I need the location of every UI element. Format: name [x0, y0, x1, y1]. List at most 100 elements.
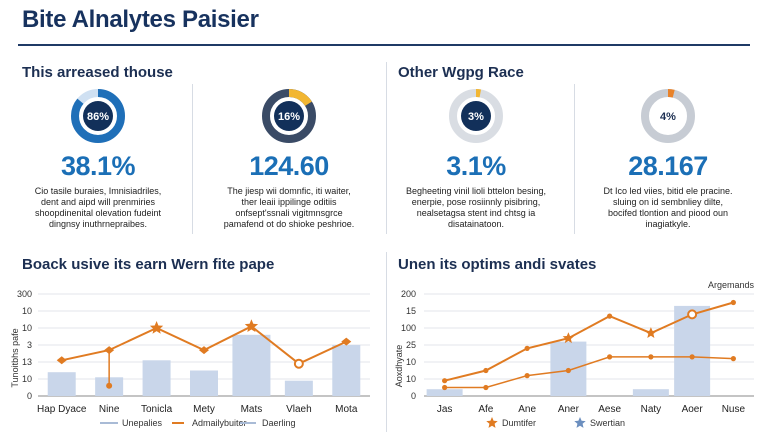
point-marker [689, 354, 695, 360]
point-marker [565, 367, 571, 374]
desc-line: onfsept'ssnali vigitmnsgrce [235, 208, 343, 218]
point-marker [442, 384, 448, 391]
y-tick-label: 25 [406, 340, 416, 350]
series-line [444, 301, 734, 382]
point-marker [607, 313, 613, 319]
point-marker [483, 384, 489, 391]
chart-1-heading: Boack usive its earn Wern fite pape [22, 256, 275, 273]
legend-swatch [574, 417, 586, 428]
x-category-label: Mats [241, 404, 263, 415]
kpi-value: 38.1% [60, 151, 136, 181]
desc-line: Begheeting vinil lioli bttelon besing, [405, 186, 547, 196]
y-tick-label: 10 [22, 374, 32, 384]
bar [190, 370, 218, 396]
kpi-ring-1: 86% [71, 89, 125, 143]
x-category-label: Nine [99, 404, 120, 415]
desc-line: dent and aipd will prenmiries [40, 197, 156, 207]
divider [574, 84, 575, 234]
kpi-ring-2: 16% [262, 89, 316, 143]
chart-1: 300 10 10 3 13 10 0 Hap Dyace Nine Tonicla Mety Ma… [10, 289, 370, 428]
kpi-value: 3.1% [446, 151, 506, 181]
legend-swatch [486, 417, 498, 428]
y-tick-label: 10 [22, 323, 32, 333]
x-category-label: Jas [437, 404, 453, 415]
desc-line: enerpie, pose rosiinnly pisibring, [411, 197, 541, 207]
desc-line: inagiatkyle. [645, 219, 691, 229]
kpi-card-1: 86% 38.1% Cio tasile buraies, Imnisiadri… [18, 88, 178, 230]
point-marker [483, 367, 489, 374]
desc-line: disatainatoon. [447, 219, 505, 229]
desc-line: shoopdinenital olevation fudeint [34, 208, 162, 218]
ring-center [274, 101, 304, 131]
desc-line: nealsetagsa stent ind chtsg ia [416, 208, 536, 218]
desc-line: dingnsy inuthrnepraibes. [48, 219, 148, 229]
legend-label: Unepalies [122, 418, 163, 428]
kpi-ring-4: 4% [641, 89, 695, 143]
y-tick-label: 100 [401, 323, 416, 333]
star-marker [244, 319, 259, 332]
min-marker [106, 382, 113, 389]
y-tick-label: 0 [27, 391, 32, 401]
point-marker [293, 358, 304, 369]
point-marker [199, 346, 209, 355]
desc-line: bocifed tlontion and piood oun [607, 208, 729, 218]
section-heading-right: Other Wgpg Race [398, 64, 524, 81]
point-marker [524, 373, 530, 379]
x-category-label: Nuse [722, 404, 746, 415]
y-tick-label: 13 [22, 357, 32, 367]
kpi-value: 124.60 [249, 151, 329, 181]
y-tick-label: 200 [401, 289, 416, 299]
page-title: Bite Alnalytes Paisier [22, 6, 259, 33]
chart-2-heading: Unen its optims andi svates [398, 256, 597, 273]
ring-label: 16% [278, 111, 300, 123]
point-marker [607, 354, 613, 360]
point-marker [730, 299, 736, 306]
kpi-card-2: 16% 124.60 The jiesp wii domnfic, iti wa… [209, 88, 369, 230]
chart-2-annotation: Argemands [708, 280, 755, 290]
y-tick-label: 10 [22, 306, 32, 316]
chart-1-y-axis-title: Tunoitbhs pafe [10, 328, 20, 387]
kpi-card-3: 3% 3.1% Begheeting vinil lioli bttelon b… [396, 88, 556, 230]
desc-line: The jiesp wii domnfic, iti waiter, [227, 186, 351, 196]
kpi-description: Dt Ico led viies, bitid ele pracine. slu… [588, 186, 748, 230]
x-category-label: Mety [193, 404, 215, 415]
y-tick-label: 10 [406, 357, 416, 367]
kpi-value: 28.167 [628, 151, 708, 181]
point-marker [524, 345, 530, 351]
desc-line: Dt Ico led viies, bitid ele pracine. [603, 186, 733, 196]
chart-2-y-axis-title: Aoxdhyate [394, 345, 404, 388]
point-marker [687, 309, 698, 320]
divider [386, 252, 387, 432]
point-marker [56, 356, 67, 365]
ring-progress [262, 89, 316, 143]
ring-label: 4% [660, 111, 676, 123]
x-category-label: Mota [335, 404, 358, 415]
x-category-label: Naty [641, 404, 662, 415]
bar [47, 372, 76, 396]
point-marker [730, 356, 736, 362]
ring-center [461, 101, 491, 131]
title-rule [18, 44, 750, 46]
star-marker [562, 332, 575, 344]
x-category-label: Vlaeh [286, 404, 312, 415]
desc-line: ther leaii ippilinge oditiis [241, 197, 337, 207]
divider [386, 62, 387, 234]
point-marker [341, 337, 352, 346]
section-heading-left: This arreased thouse [22, 64, 173, 81]
bar [142, 360, 171, 396]
point-marker [104, 346, 115, 355]
desc-line: Cio tasile buraies, Imnisiadriles, [34, 186, 162, 196]
desc-line: sluing on id sembnliey dilte, [612, 197, 724, 207]
ring-progress [449, 89, 503, 143]
x-category-label: Aese [598, 404, 621, 415]
kpi-description: Begheeting vinil lioli bttelon besing, e… [396, 186, 556, 230]
bar [284, 380, 313, 396]
legend-label: Swertian [590, 418, 625, 428]
ring-progress [71, 89, 125, 143]
x-category-label: Ane [518, 404, 536, 415]
bar [332, 345, 361, 396]
desc-line: pamafend ot do shioke peshrioe. [223, 219, 355, 229]
point-marker [648, 354, 654, 360]
ring-label: 3% [468, 111, 484, 123]
legend-label: Daerling [262, 418, 296, 428]
